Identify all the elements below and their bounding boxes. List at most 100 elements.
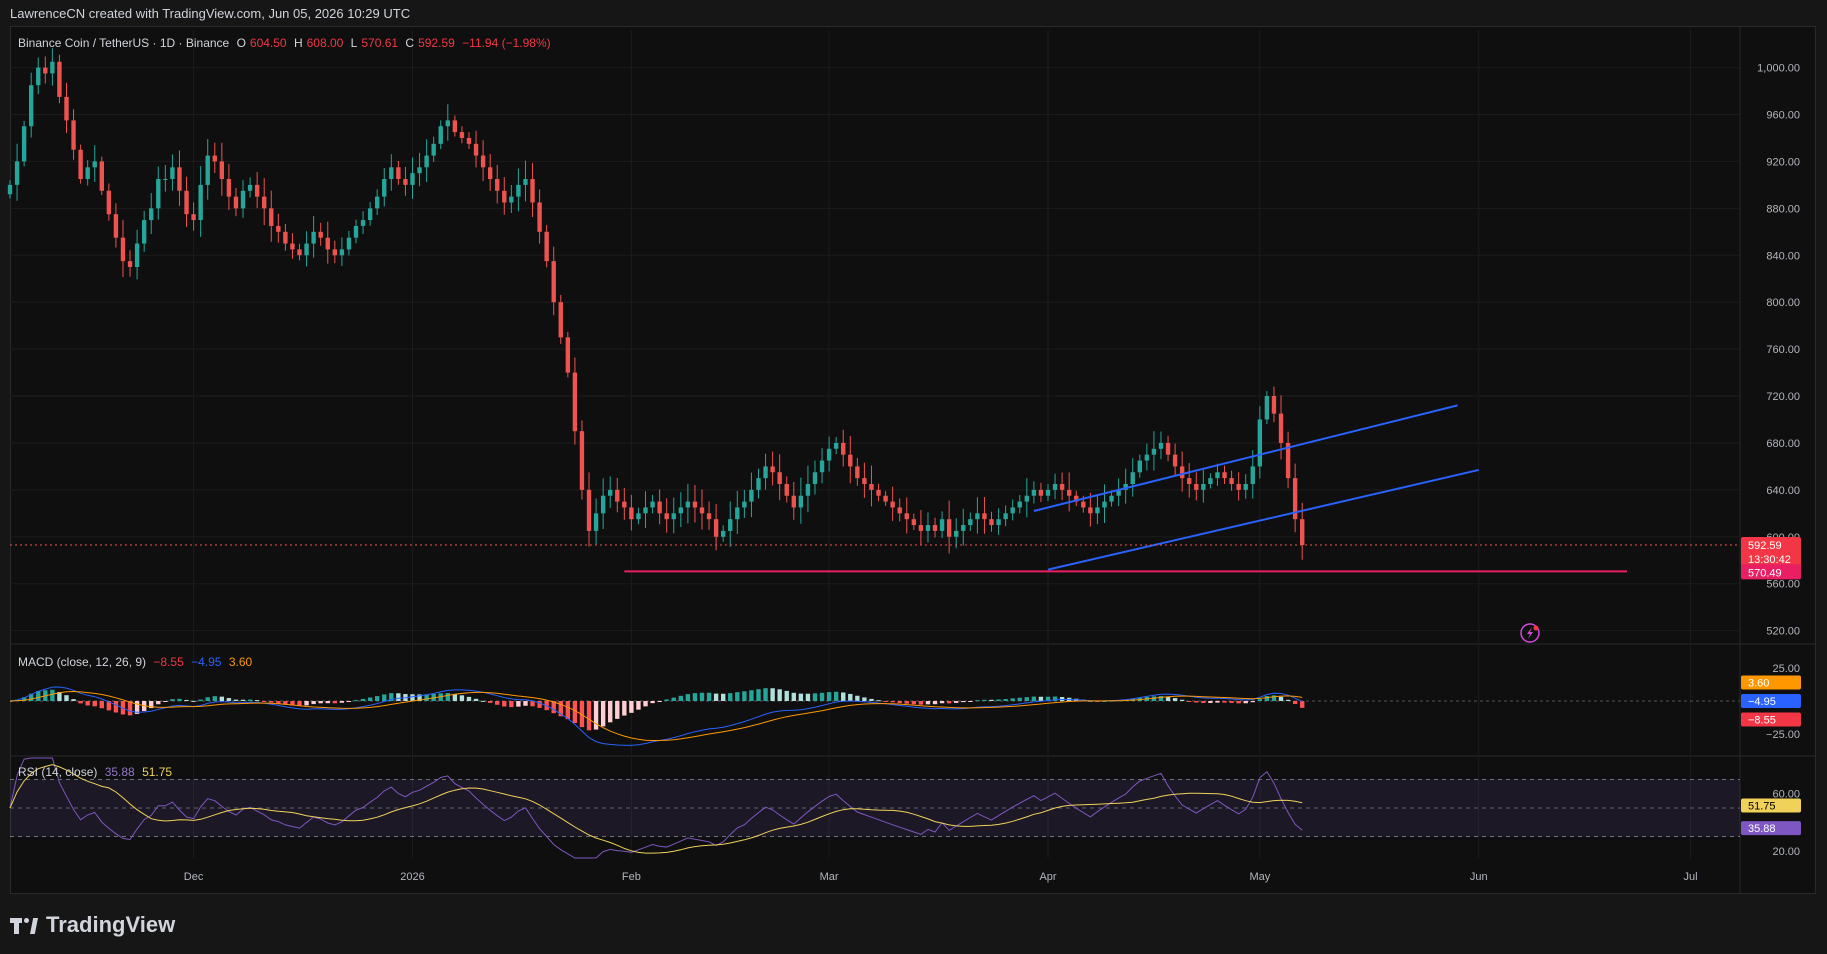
last-price-badge-text: 592.59 <box>1748 540 1782 552</box>
candle-body <box>1172 454 1178 467</box>
macd-histogram-bar <box>685 694 691 701</box>
candle-body <box>516 184 521 197</box>
candle-body <box>523 179 528 185</box>
candle-body <box>1215 472 1220 479</box>
candle-body <box>565 337 571 373</box>
candle-body <box>78 149 83 180</box>
macd-histogram-bar <box>219 696 225 701</box>
candle-body <box>438 126 443 144</box>
macd-histogram-bar <box>1243 701 1248 704</box>
candle-body <box>735 507 740 520</box>
macd-histogram-bar <box>812 693 818 701</box>
candle-body <box>749 489 754 502</box>
macd-histogram-bar <box>925 701 931 705</box>
candle-body <box>290 243 295 250</box>
macd-histogram-bar <box>226 698 232 701</box>
macd-hist-badge-text: 3.60 <box>1748 677 1769 689</box>
candle-body <box>417 167 422 174</box>
macd-histogram-bar <box>1102 700 1107 702</box>
macd-histogram-bar <box>1292 701 1298 704</box>
candle-body <box>996 519 1001 526</box>
candle-body <box>367 208 373 221</box>
macd-histogram-bar <box>968 701 973 702</box>
macd-histogram-bar <box>247 699 253 701</box>
macd-histogram-bar <box>862 697 867 701</box>
time-tick-label: Jun <box>1470 871 1488 883</box>
macd-histogram-bar <box>713 693 719 701</box>
macd-histogram-bar <box>480 700 486 702</box>
last-price-badge <box>1741 536 1801 567</box>
candle-body <box>396 167 401 180</box>
macd-histogram-bar <box>92 701 97 707</box>
candle-body <box>1257 419 1263 467</box>
candle-body <box>262 196 267 209</box>
macd-histogram-bar <box>149 701 154 709</box>
candle-body <box>989 519 994 526</box>
candle-body <box>1201 483 1206 490</box>
candle-body <box>685 501 691 508</box>
candle-body <box>57 61 62 97</box>
candle-body <box>876 489 881 496</box>
candle-body <box>784 483 789 496</box>
macd-histogram-bar <box>1257 699 1263 701</box>
macd-signal-value: −4.95 <box>191 655 222 669</box>
macd-histogram-bar <box>262 701 267 702</box>
candle-body <box>1300 519 1305 545</box>
price-tick-label: 880.00 <box>1766 203 1800 215</box>
candle-body <box>276 225 281 232</box>
candle-body <box>459 132 465 138</box>
candle-body <box>106 190 112 215</box>
rsi-ma-value: 51.75 <box>142 765 173 779</box>
chart-credit: LawrenceCN created with TradingView.com,… <box>10 6 411 21</box>
macd-hist-badge <box>1741 675 1801 690</box>
candle-body <box>770 466 775 473</box>
open-value: 604.50 <box>249 36 287 50</box>
rsi-tick-label: 20.00 <box>1772 846 1800 858</box>
macd-histogram-bar <box>833 691 839 701</box>
tradingview-logo-icon <box>10 916 40 934</box>
macd-hist-value: 3.60 <box>228 655 253 669</box>
candle-body <box>657 501 662 514</box>
candle-body <box>43 67 48 74</box>
candle-body <box>713 519 719 537</box>
candle-body <box>360 220 366 226</box>
macd-value-badge <box>1741 712 1801 727</box>
macd-histogram-bar <box>1179 699 1185 701</box>
macd-histogram-bar <box>1038 696 1044 701</box>
candle-body <box>1052 483 1058 490</box>
macd-tick-label: −25.00 <box>1766 729 1800 741</box>
macd-histogram-bar <box>127 701 133 716</box>
macd-histogram-bar <box>1158 696 1164 701</box>
candle-body <box>1081 501 1086 508</box>
macd-histogram-bar <box>487 701 493 703</box>
macd-histogram-bar <box>1222 701 1227 703</box>
macd-histogram-bar <box>1172 698 1178 701</box>
macd-histogram-bar <box>417 694 422 701</box>
candle-body <box>1144 454 1150 461</box>
macd-histogram-bar <box>678 695 684 701</box>
candle-body <box>382 179 387 197</box>
macd-histogram-bar <box>1024 697 1030 701</box>
close-label: C <box>405 36 415 50</box>
macd-histogram-bar <box>699 692 705 701</box>
price-tick-label: 800.00 <box>1766 297 1800 309</box>
macd-histogram-bar <box>784 690 789 701</box>
candle-body <box>1278 413 1284 443</box>
candle-body <box>862 478 867 484</box>
time-tick-label: May <box>1249 871 1270 883</box>
macd-histogram-bar <box>1250 701 1255 703</box>
support-price-badge-text: 570.49 <box>1748 567 1782 579</box>
candle-body <box>156 179 161 209</box>
candle-body <box>848 454 853 467</box>
macd-histogram-bar <box>530 701 535 707</box>
macd-histogram-bar <box>911 701 917 705</box>
candle-body <box>473 143 479 156</box>
candle-body <box>424 155 429 168</box>
macd-histogram-bar <box>523 701 528 706</box>
macd-signal-badge-text: −4.95 <box>1748 696 1776 708</box>
candle-body <box>205 155 210 185</box>
change-value: −11.94 (−1.98%) <box>462 36 551 50</box>
macd-histogram-bar <box>1031 696 1037 701</box>
macd-histogram-bar <box>50 689 55 701</box>
